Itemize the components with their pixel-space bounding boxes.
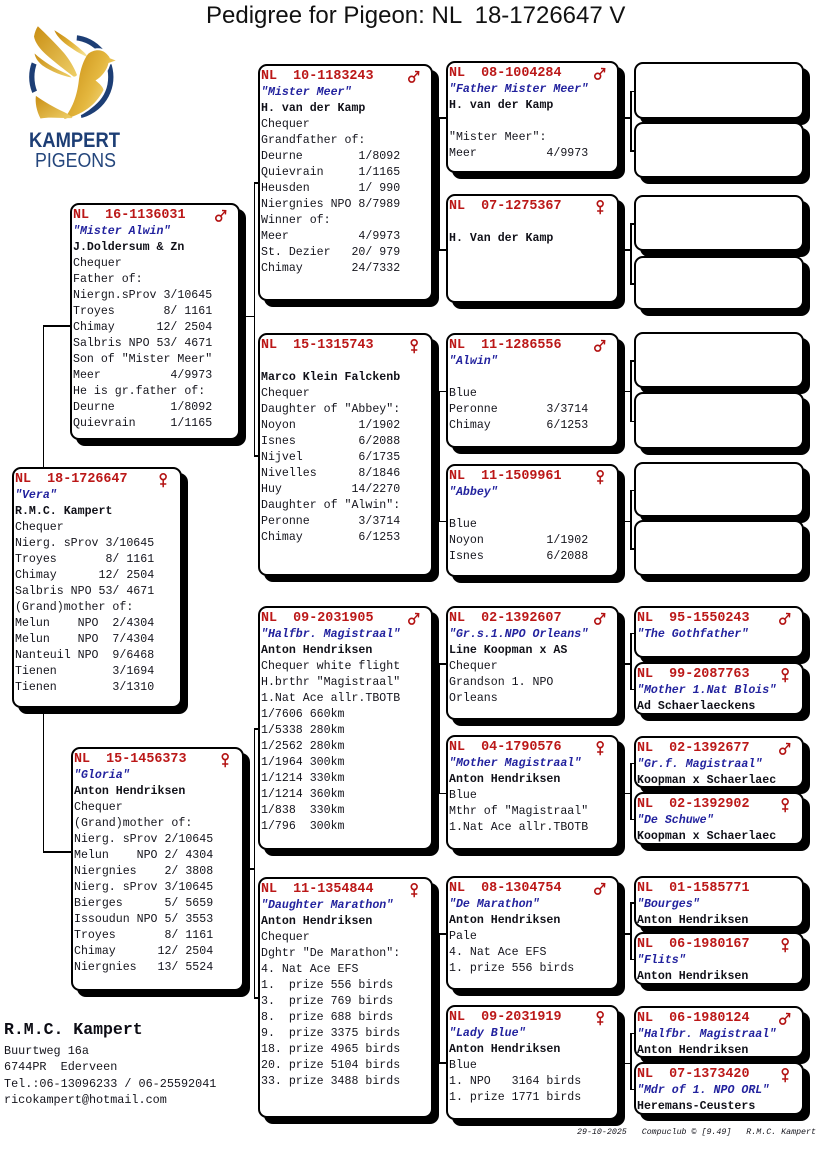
svg-text:KAMPERT: KAMPERT	[29, 129, 120, 152]
svg-text:PIGEONS: PIGEONS	[35, 150, 116, 172]
